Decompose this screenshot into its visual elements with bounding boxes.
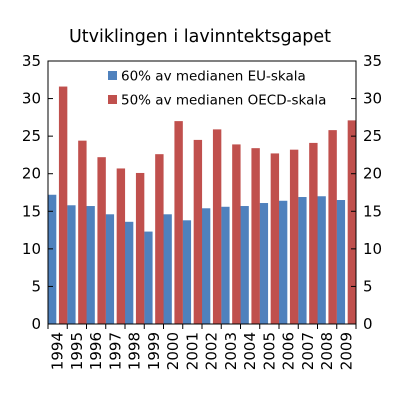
- bar-s1-1998: [124, 221, 134, 324]
- bar-s1-2006: [278, 200, 288, 324]
- x-tick-label-2008: 2008: [318, 332, 336, 370]
- bar-s1-2008: [317, 196, 326, 324]
- bars-group: [47, 86, 357, 324]
- y-tick-label-right: 10: [363, 240, 382, 258]
- y-tick-label-left: 0: [31, 315, 41, 333]
- bar-s2-2001: [193, 139, 203, 324]
- x-tick-label-2006: 2006: [280, 332, 298, 370]
- x-tick-label-1999: 1999: [145, 332, 163, 370]
- x-tick-label-2004: 2004: [241, 332, 259, 370]
- x-tick-label-2002: 2002: [203, 332, 221, 370]
- bar-s1-1997: [105, 214, 115, 324]
- bar-s2-2000: [174, 121, 183, 324]
- legend-swatch-1: [108, 71, 117, 80]
- legend-label-2: 50% av medianen OECD-skala: [121, 93, 326, 109]
- bar-s2-2006: [289, 149, 299, 324]
- y-tick-label-left: 25: [22, 127, 41, 145]
- x-tick-label-2001: 2001: [183, 332, 201, 370]
- x-tick-label-2005: 2005: [260, 332, 278, 370]
- bar-s2-1995: [78, 140, 87, 324]
- x-tick-label-2009: 2009: [337, 332, 355, 370]
- y-tick-label-left: 10: [22, 240, 41, 258]
- x-tick-label-2000: 2000: [164, 332, 182, 370]
- bar-s1-2009: [336, 200, 346, 324]
- bar-s1-2002: [201, 208, 211, 324]
- bar-s1-1996: [86, 206, 95, 324]
- axes-group: 0 0 5 5 10 10 15 15 20 20 25 25 30 30 35 35 1994 1995 1996…: [22, 52, 382, 370]
- bar-s1-2005: [259, 203, 269, 324]
- bar-s1-1994: [47, 194, 57, 324]
- y-tick-label-right: 5: [363, 277, 373, 295]
- bar-s1-1999: [144, 231, 153, 324]
- bar-s2-2008: [328, 130, 337, 324]
- y-tick-label-left: 20: [22, 165, 41, 183]
- y-tick-label-right: 25: [363, 127, 382, 145]
- x-tick-label-2003: 2003: [222, 332, 240, 370]
- x-tick-label-1998: 1998: [126, 332, 144, 370]
- bar-s1-2000: [163, 214, 172, 324]
- legend-swatch-2: [108, 95, 117, 104]
- bar-s2-2005: [270, 153, 280, 324]
- bar-s2-1996: [97, 157, 106, 324]
- bar-s2-1997: [116, 168, 126, 324]
- y-tick-label-left: 5: [31, 277, 41, 295]
- bar-s2-1998: [135, 172, 145, 324]
- y-tick-label-left: 35: [22, 52, 41, 70]
- y-tick-label-left: 15: [22, 202, 41, 220]
- bar-s2-2003: [232, 144, 241, 324]
- x-tick-label-2007: 2007: [299, 332, 317, 370]
- bar-s2-2004: [251, 148, 260, 324]
- bar-s1-2001: [182, 220, 192, 324]
- bar-s1-2004: [240, 206, 249, 324]
- bar-s1-2007: [298, 197, 307, 324]
- bar-s2-1999: [155, 154, 164, 324]
- chart-title: Utviklingen i lavinntektsgapet: [69, 27, 331, 47]
- bar-s1-1995: [67, 205, 76, 324]
- y-tick-label-right: 0: [363, 315, 373, 333]
- bar-s2-1994: [58, 86, 68, 324]
- legend-label-1: 60% av medianen EU-skala: [121, 69, 306, 85]
- y-tick-label-right: 30: [363, 90, 382, 108]
- x-tick-label-1995: 1995: [68, 332, 86, 370]
- legend: 60% av medianen EU-skala 50% av medianen …: [108, 69, 326, 109]
- x-tick-label-1997: 1997: [106, 332, 124, 370]
- x-tick-label-1996: 1996: [87, 332, 105, 370]
- bar-s2-2007: [309, 142, 318, 324]
- bar-s1-2003: [221, 206, 230, 324]
- bar-s2-2002: [212, 129, 222, 324]
- bar-s2-2009: [347, 120, 357, 324]
- y-tick-label-right: 35: [363, 52, 382, 70]
- y-tick-label-left: 30: [22, 90, 41, 108]
- y-tick-label-right: 20: [363, 165, 382, 183]
- y-tick-label-right: 15: [363, 202, 382, 220]
- x-tick-label-1994: 1994: [49, 332, 67, 370]
